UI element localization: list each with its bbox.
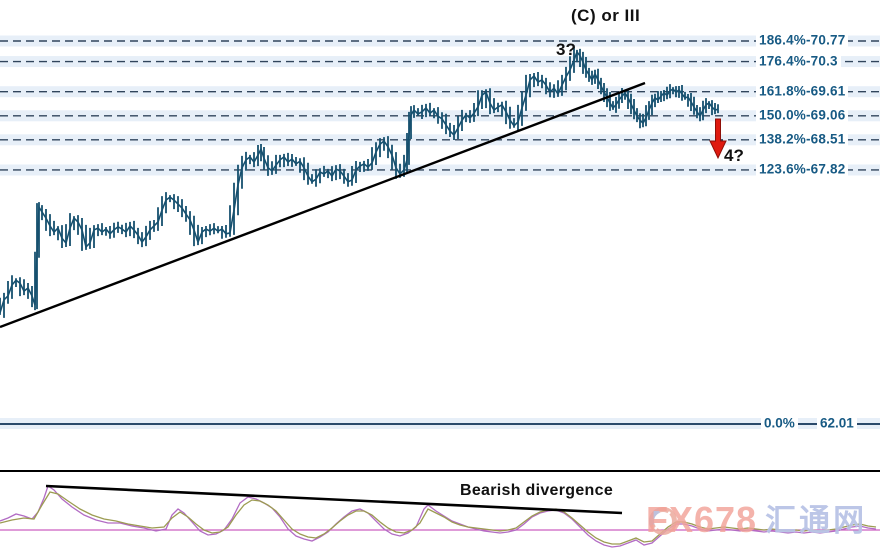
- price-series: [0, 46, 719, 318]
- fib-dashed-lines: [0, 40, 880, 171]
- zero-level-pct-label: 0.0%: [761, 416, 798, 432]
- fib-level-label: 186.4%-70.77: [756, 33, 849, 49]
- fib-halo-bands: [0, 35, 880, 429]
- wave-3-label: 3?: [556, 40, 576, 59]
- oscillator-slow-line: [0, 491, 877, 545]
- fib-level-label: 161.8%-69.61: [756, 83, 849, 100]
- fib-level-label: 138.2%-68.51: [756, 132, 849, 148]
- oscillator-trendline: [45, 484, 623, 515]
- fib-level-label: 150.0%-69.06: [756, 107, 849, 124]
- wave-count-title: (C) or III: [571, 6, 641, 25]
- main-trendline: [0, 81, 646, 329]
- oscillator-fast-line: [0, 484, 877, 548]
- fib-level-label: 176.4%-70.3: [756, 53, 841, 69]
- fib-level-label: 123.6%-67.82: [756, 162, 849, 178]
- bearish-divergence-label: Bearish divergence: [460, 482, 614, 499]
- wave-4-label: 4?: [724, 146, 744, 165]
- sell-arrow-icon: [709, 118, 727, 160]
- zero-level-price-label: 62.01: [817, 416, 857, 432]
